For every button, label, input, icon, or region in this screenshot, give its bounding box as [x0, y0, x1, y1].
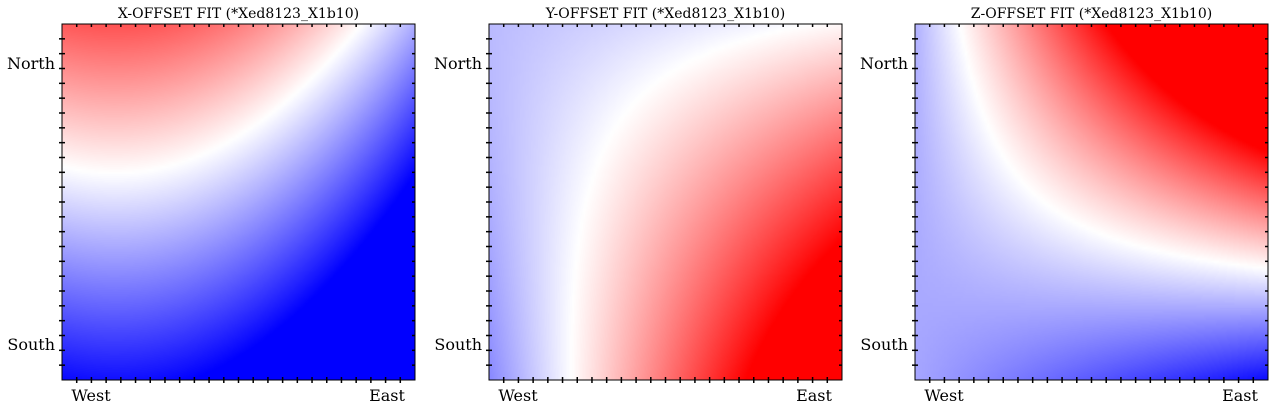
chart-title: Z-OFFSET FIT (*Xed8123_X1b10): [971, 6, 1212, 22]
ytick-label-south: South: [7, 335, 55, 354]
panel-y-offset: Y-OFFSET FIT (*Xed8123_X1b10) North Sout…: [434, 6, 843, 405]
xtick-label-east: East: [369, 386, 405, 405]
ytick-label-north: North: [7, 54, 55, 73]
panel-x-offset: X-OFFSET FIT (*Xed8123_X1b10) North Sout…: [7, 6, 416, 405]
heatmap-image: [62, 24, 415, 380]
ytick-label-south: South: [860, 335, 908, 354]
ytick-label-south: South: [434, 335, 482, 354]
xtick-label-east: East: [796, 386, 832, 405]
panel-z-offset: Z-OFFSET FIT (*Xed8123_X1b10) North Sout…: [860, 6, 1269, 405]
xtick-label-east: East: [1222, 386, 1258, 405]
ytick-label-north: North: [434, 54, 482, 73]
chart-title: Y-OFFSET FIT (*Xed8123_X1b10): [545, 6, 785, 22]
xtick-label-west: West: [924, 386, 964, 405]
heatmap-image: [489, 24, 842, 380]
tick-marks: [59, 24, 415, 383]
xtick-label-west: West: [71, 386, 111, 405]
chart-title: X-OFFSET FIT (*Xed8123_X1b10): [118, 6, 359, 22]
xtick-label-west: West: [498, 386, 538, 405]
heatmap-image: [915, 24, 1268, 380]
ytick-label-north: North: [860, 54, 908, 73]
tick-marks: [912, 24, 1268, 383]
tick-marks: [486, 24, 842, 383]
